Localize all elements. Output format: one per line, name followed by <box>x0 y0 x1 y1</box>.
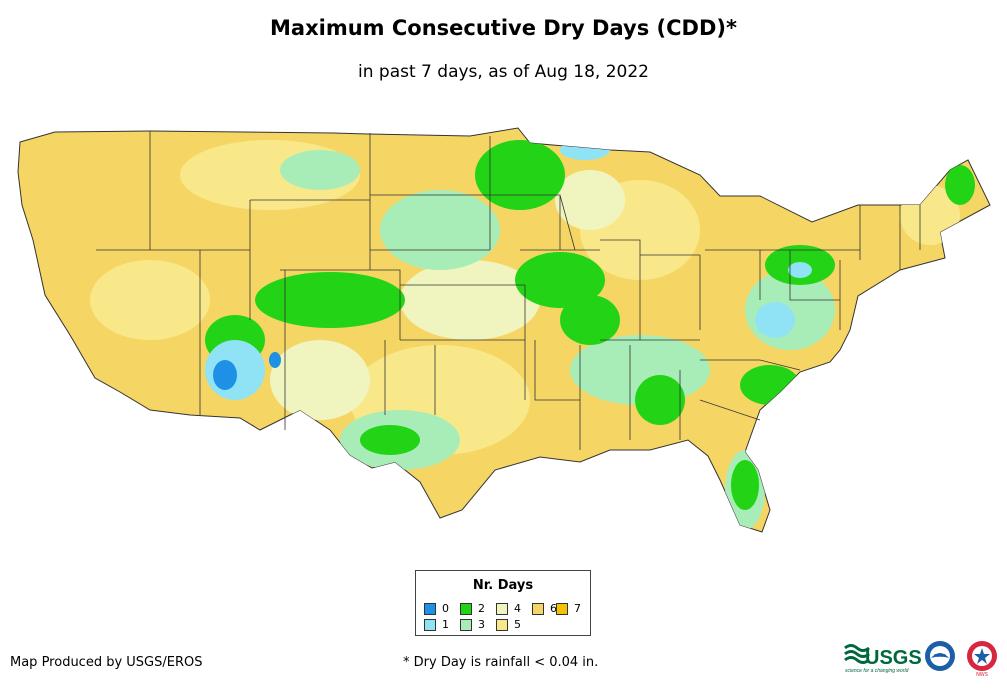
legend-item-7: 7 <box>556 602 581 615</box>
usgs-tagline: science for a changing world <box>845 668 909 674</box>
legend-swatch-5 <box>496 618 508 631</box>
border-west <box>96 131 401 430</box>
usgs-logo: USGS science for a changing world <box>844 644 922 674</box>
map-subtitle: in past 7 days, as of Aug 18, 2022 <box>358 62 649 82</box>
producer-credit: Map Produced by USGS/EROS <box>10 655 203 670</box>
legend-swatch-1 <box>424 618 436 631</box>
zone-1-lake-superior-shore <box>560 140 610 160</box>
zone-4-new-mexico <box>270 340 370 420</box>
dry-day-footnote: * Dry Day is rainfall < 0.04 in. <box>403 655 599 670</box>
legend-label-5: 5 <box>514 618 521 631</box>
nws-star-icon <box>974 648 990 664</box>
legend-label-6: 6 <box>550 602 557 615</box>
legend-label-4: 4 <box>514 602 521 615</box>
legend-title: Nr. Days <box>472 578 534 593</box>
zone-0-arizona <box>213 360 237 390</box>
zone-1-virginia <box>755 302 795 338</box>
legend-item-6: 6 <box>532 602 557 615</box>
map-title: Maximum Consecutive Dry Days (CDD)* <box>270 16 737 40</box>
legend-swatch-4 <box>496 602 508 615</box>
border-midwest <box>490 194 761 341</box>
border-plains <box>370 136 526 415</box>
zone-0-new-mexico <box>269 352 281 368</box>
state-borders <box>96 131 921 450</box>
legend-item-2: 2 <box>460 602 485 615</box>
legend-swatch-0 <box>424 602 436 615</box>
usgs-wordmark: USGS <box>865 647 922 669</box>
zone-2-central-texas <box>360 425 420 455</box>
legend-item-4: 4 <box>496 602 521 615</box>
legend-item-3: 3 <box>460 618 485 631</box>
legend-swatch-6 <box>532 602 544 615</box>
usgs-wave-icon <box>844 644 870 664</box>
nws-logo: NWS <box>967 641 997 678</box>
legend-label-1: 1 <box>442 618 449 631</box>
legend-label-3: 3 <box>478 618 485 631</box>
zone-2-colorado <box>255 272 405 328</box>
cdd-map <box>17 127 991 533</box>
zone-2-alabama <box>635 375 685 425</box>
legend-swatch-3 <box>460 618 472 631</box>
legend-label-2: 2 <box>478 602 485 615</box>
legend-label-0: 0 <box>442 602 449 615</box>
zone-4-plains <box>400 260 540 340</box>
border-east <box>760 205 921 330</box>
legend-item-1: 1 <box>424 618 449 631</box>
legend-item-5: 5 <box>496 618 521 631</box>
agency-logos: USGS science for a changing world noaa N… <box>844 641 997 678</box>
zone-2-maine <box>945 165 975 205</box>
border-south <box>534 340 801 450</box>
legend-swatch-2 <box>460 602 472 615</box>
zone-3-dakotas <box>380 190 500 270</box>
noaa-logo: noaa <box>925 641 955 671</box>
legend: Nr. Days 0 1 2 3 4 5 6 7 <box>415 570 591 636</box>
zone-2-iowa <box>515 252 605 308</box>
legend-label-7: 7 <box>574 602 581 615</box>
zone-2-missouri <box>560 295 620 345</box>
nws-wordmark: NWS <box>976 672 988 678</box>
legend-swatch-7 <box>556 602 568 615</box>
zone-2-minnesota <box>475 140 565 210</box>
legend-item-0: 0 <box>424 602 449 615</box>
zone-1-ohio <box>788 262 812 278</box>
noaa-wordmark: noaa <box>934 653 946 659</box>
zone-4-wisconsin <box>555 170 625 230</box>
noaa-bird-icon <box>931 653 949 658</box>
zone-2-carolinas <box>740 365 800 405</box>
zone-5-nevada <box>90 260 210 340</box>
zone-2-florida <box>731 460 759 510</box>
zone-3-montana <box>280 150 360 190</box>
